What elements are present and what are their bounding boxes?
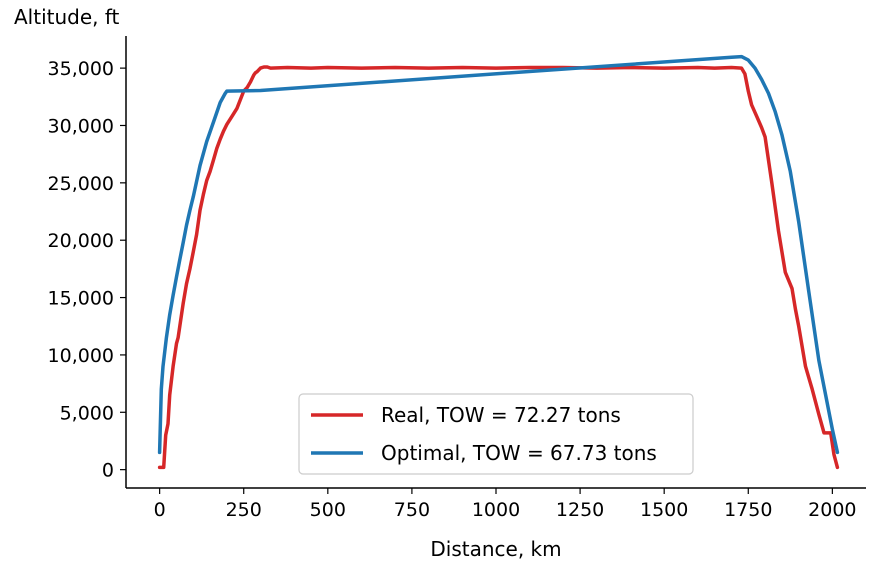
x-tick-label: 500 xyxy=(310,499,346,521)
legend-label-optimal: Optimal, TOW = 67.73 tons xyxy=(381,441,657,465)
y-tick-label: 0 xyxy=(102,460,114,482)
series-line-optimal xyxy=(157,54,840,455)
x-tick-label: 1500 xyxy=(640,499,688,521)
x-axis-ticks: 0 250 500 750 1000 1250 1500 1750 2000 xyxy=(154,488,857,521)
x-tick-label: 1250 xyxy=(556,499,604,521)
y-tick-label: 35,000 xyxy=(48,58,114,80)
plot-series xyxy=(157,54,840,470)
y-tick-label: 25,000 xyxy=(48,173,114,195)
y-axis-ticks: 0 5,000 10,000 15,000 20,000 25,000 30,000 35,0… xyxy=(48,58,126,482)
x-tick-label: 1750 xyxy=(724,499,772,521)
y-tick-label: 10,000 xyxy=(48,345,114,367)
y-tick-label: 15,000 xyxy=(48,288,114,310)
y-tick-label: 30,000 xyxy=(48,115,114,137)
y-axis-title: Altitude, ft xyxy=(14,5,120,29)
x-tick-label: 0 xyxy=(154,499,166,521)
y-tick-label: 5,000 xyxy=(60,402,114,424)
x-tick-label: 250 xyxy=(226,499,262,521)
y-tick-label: 20,000 xyxy=(48,230,114,252)
x-axis-title: Distance, km xyxy=(430,537,561,561)
x-tick-label: 2000 xyxy=(808,499,856,521)
legend: Real, TOW = 72.27 tons Optimal, TOW = 67… xyxy=(298,393,694,475)
legend-label-real: Real, TOW = 72.27 tons xyxy=(381,403,621,427)
x-tick-label: 750 xyxy=(394,499,430,521)
x-tick-label: 1000 xyxy=(472,499,520,521)
legend-frame xyxy=(298,393,694,475)
series-line-real xyxy=(157,65,840,470)
